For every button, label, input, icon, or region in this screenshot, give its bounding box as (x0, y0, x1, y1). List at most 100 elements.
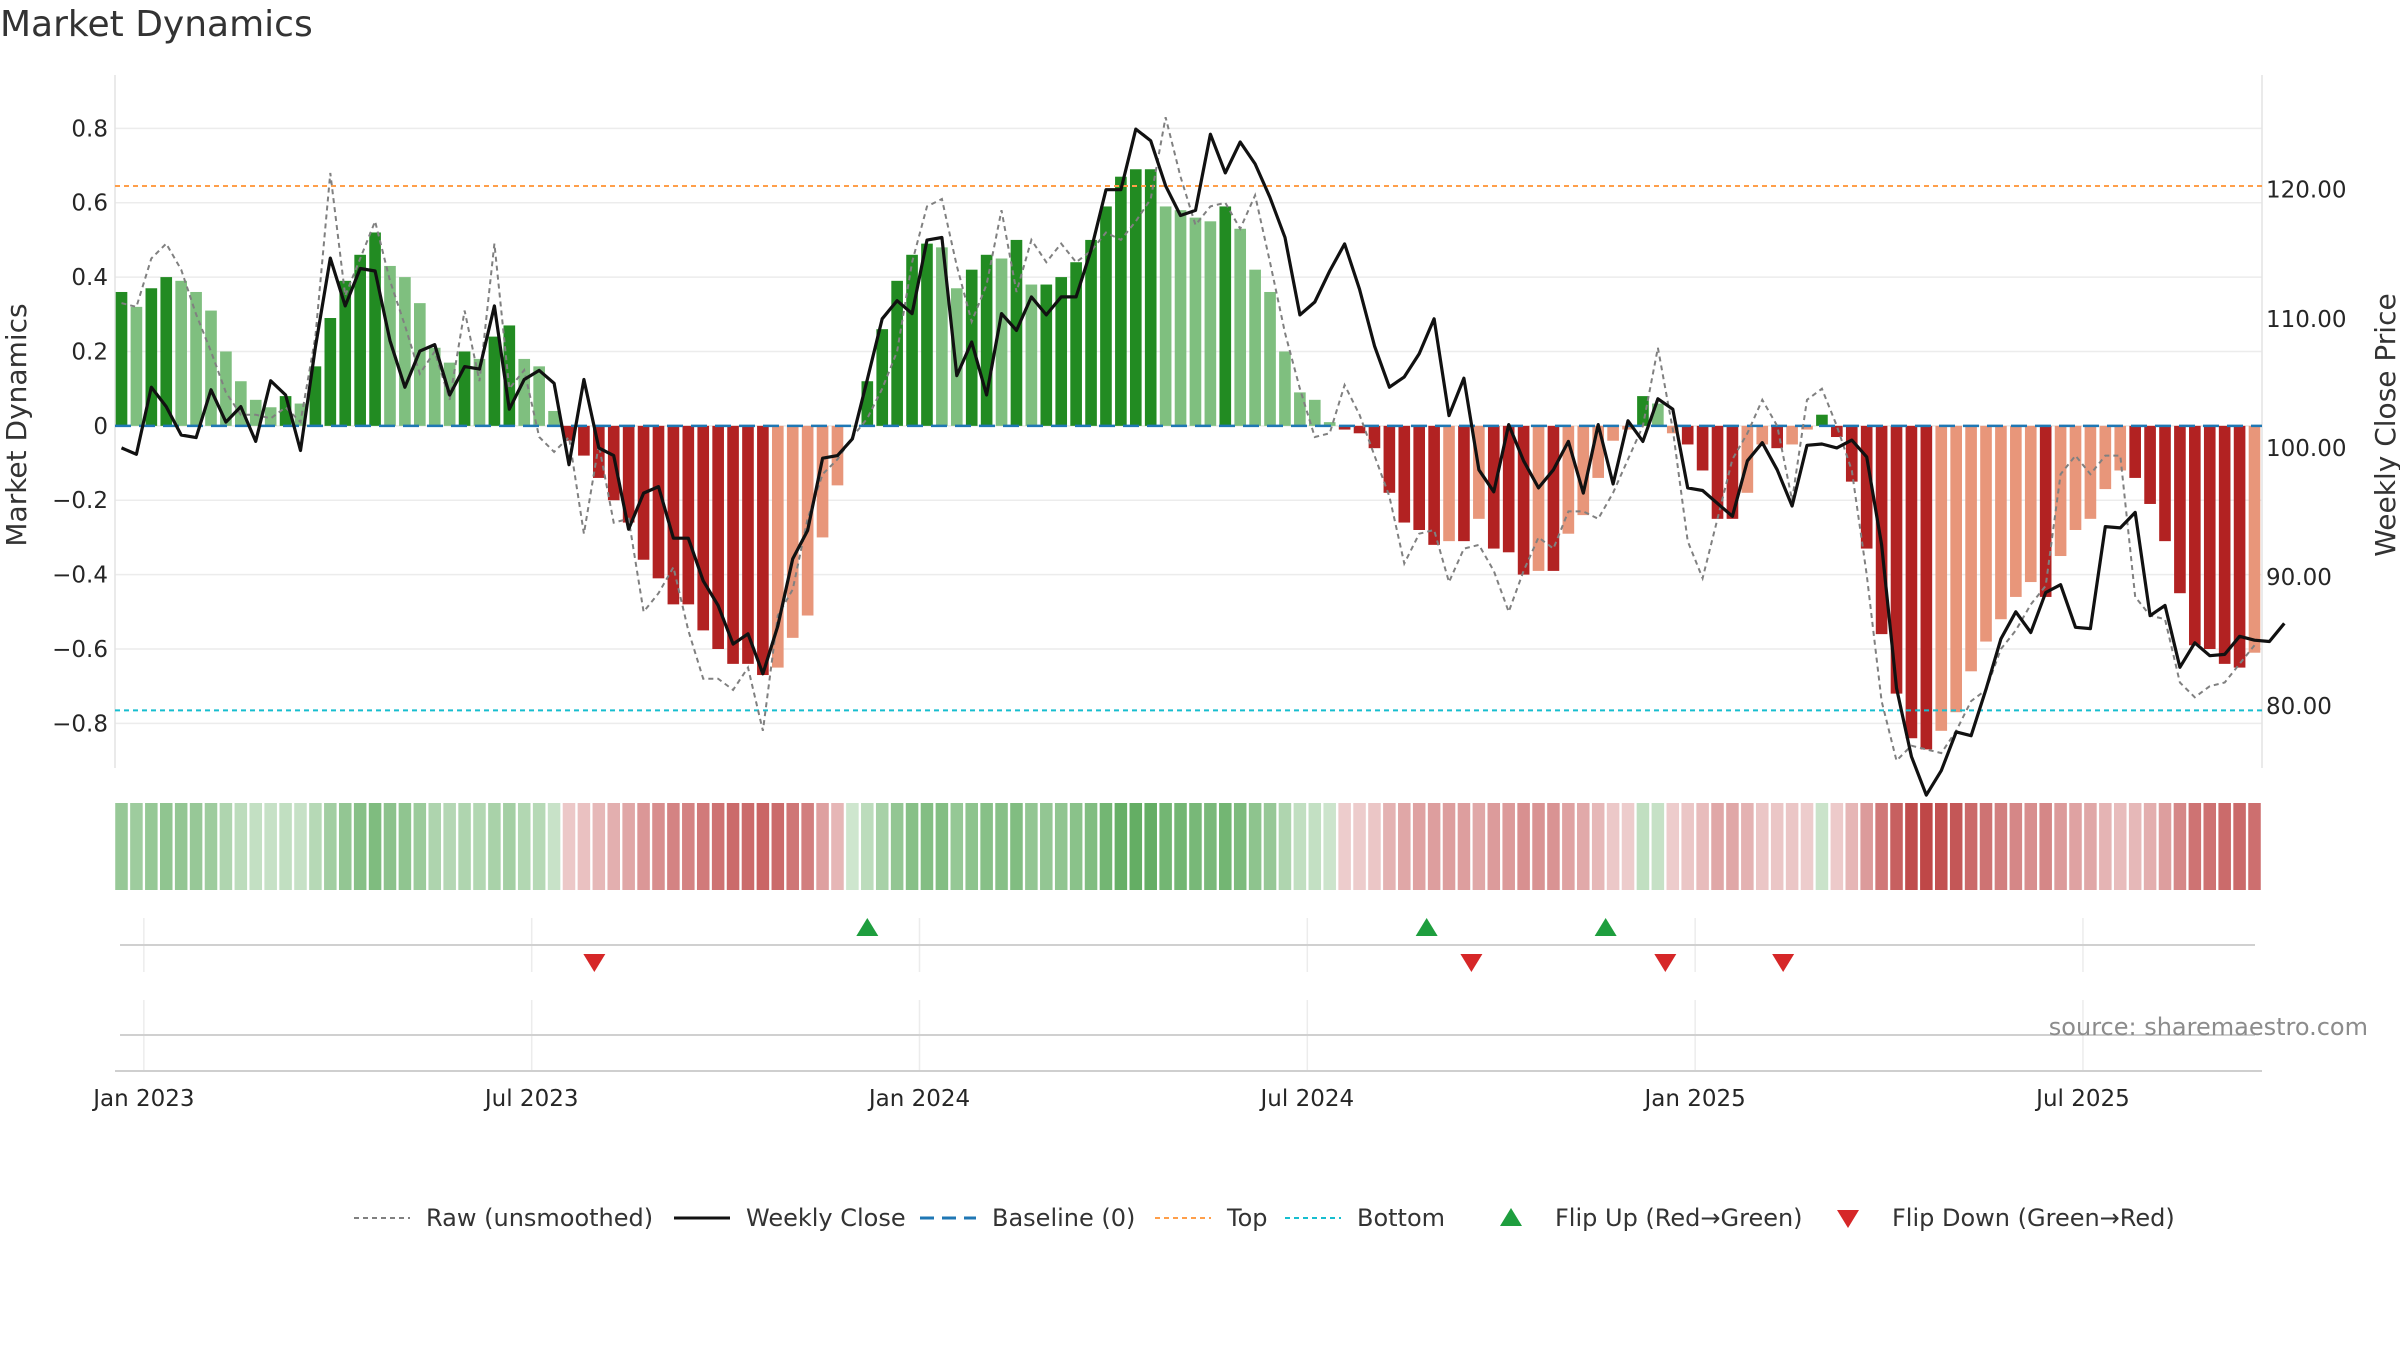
bar (1801, 425, 1813, 430)
strip-cell (517, 803, 531, 890)
strip-cell (682, 803, 695, 890)
strip-cell (1368, 803, 1381, 890)
strip-cell (1174, 803, 1187, 890)
flip-down-marker (1654, 954, 1677, 972)
strip-cell (324, 803, 337, 890)
weekly-close-line (120, 127, 2286, 797)
strip-cell (1636, 803, 1650, 890)
strip-cell (1845, 803, 1859, 890)
bar (1115, 176, 1127, 426)
strip-cell (1741, 803, 1754, 890)
strip-cell (2143, 803, 2157, 890)
strip-cell (1114, 803, 1128, 890)
strip-cell (1711, 803, 1724, 890)
left-tick-label: 0.4 (71, 265, 108, 291)
bar (757, 425, 769, 676)
strip-cell (1979, 803, 1993, 890)
strip-cell (383, 803, 397, 890)
strip-cell (1949, 803, 1963, 890)
strip-cell (1144, 803, 1157, 890)
strip-cell (1651, 803, 1665, 890)
x-tick-label: Jan 2024 (867, 1086, 970, 1112)
strip-cell (1577, 803, 1590, 890)
strip-cell (1756, 803, 1769, 890)
right-tick-label: 100.00 (2266, 436, 2346, 462)
bar (235, 381, 247, 426)
right-tick-label: 110.00 (2266, 307, 2346, 333)
strip-cell (1263, 803, 1277, 890)
strip-cell (1054, 803, 1068, 890)
strip-cell (413, 803, 427, 890)
bar (1294, 392, 1306, 426)
bar (115, 291, 128, 426)
bar (786, 425, 799, 638)
strip-cell (130, 803, 143, 890)
strip-cell (1591, 803, 1605, 890)
strip-cell (771, 803, 785, 890)
strip-cell (159, 803, 173, 890)
bar (667, 425, 680, 605)
strip-cell (1204, 803, 1217, 890)
bar (1055, 277, 1068, 426)
strip-cell (1069, 803, 1083, 890)
strip-cell (2203, 803, 2217, 890)
strip-cell (1040, 803, 1053, 890)
strip-cell (920, 803, 934, 890)
strip-cell (1293, 803, 1307, 890)
strip-cell (532, 803, 546, 890)
bar (130, 306, 143, 426)
strip-cell (1875, 803, 1888, 890)
legend-label: Top (1226, 1204, 1268, 1232)
bar (1100, 206, 1112, 426)
legend-label: Baseline (0) (992, 1204, 1135, 1232)
bar (1920, 425, 1933, 750)
bar (1264, 291, 1276, 426)
bar (1860, 425, 1873, 549)
legend-item: Bottom (1285, 1204, 1445, 1232)
strip-cell (1606, 803, 1620, 890)
bar (145, 288, 158, 426)
strip-cell (503, 803, 516, 890)
bar (2203, 425, 2216, 649)
legend-label: Weekly Close (746, 1204, 906, 1232)
strip-cell (1189, 803, 1202, 890)
bar (1831, 425, 1843, 438)
bar (473, 358, 486, 426)
bar (1144, 169, 1157, 426)
bar (1890, 425, 1903, 694)
strip-cell (861, 803, 874, 890)
strip-cell (1472, 803, 1486, 890)
bar (190, 291, 202, 426)
bar (1443, 425, 1455, 542)
left-tick-label: 0.6 (71, 191, 108, 217)
flip-down-marker (1772, 954, 1795, 972)
right-tick-label: 90.00 (2266, 565, 2332, 591)
strip-cell (637, 803, 650, 890)
bar (399, 277, 411, 426)
left-tick-label: −0.4 (52, 563, 108, 589)
bar (861, 381, 874, 426)
bar (742, 425, 754, 664)
strip-cell (1427, 803, 1441, 890)
legend-up-icon (1500, 1208, 1522, 1226)
bar (906, 254, 918, 426)
bar (324, 318, 337, 426)
bar (1338, 425, 1351, 430)
strip-cell (1681, 803, 1694, 890)
bar (458, 351, 471, 426)
bar (1771, 425, 1784, 449)
bar (1070, 262, 1082, 426)
bar (578, 425, 590, 456)
strip-cell (458, 803, 471, 890)
bar (980, 254, 993, 426)
strip-cell (1815, 803, 1829, 890)
legend-label: Bottom (1357, 1204, 1445, 1232)
bar (1696, 425, 1709, 471)
strip-cell (2233, 803, 2246, 890)
strip-cell (652, 803, 665, 890)
strip-cell (2069, 803, 2082, 890)
bar (592, 425, 605, 478)
right-axis-title: Weekly Close Price (2369, 293, 2400, 556)
strip-cell (1353, 803, 1366, 890)
bar (2159, 425, 2171, 542)
